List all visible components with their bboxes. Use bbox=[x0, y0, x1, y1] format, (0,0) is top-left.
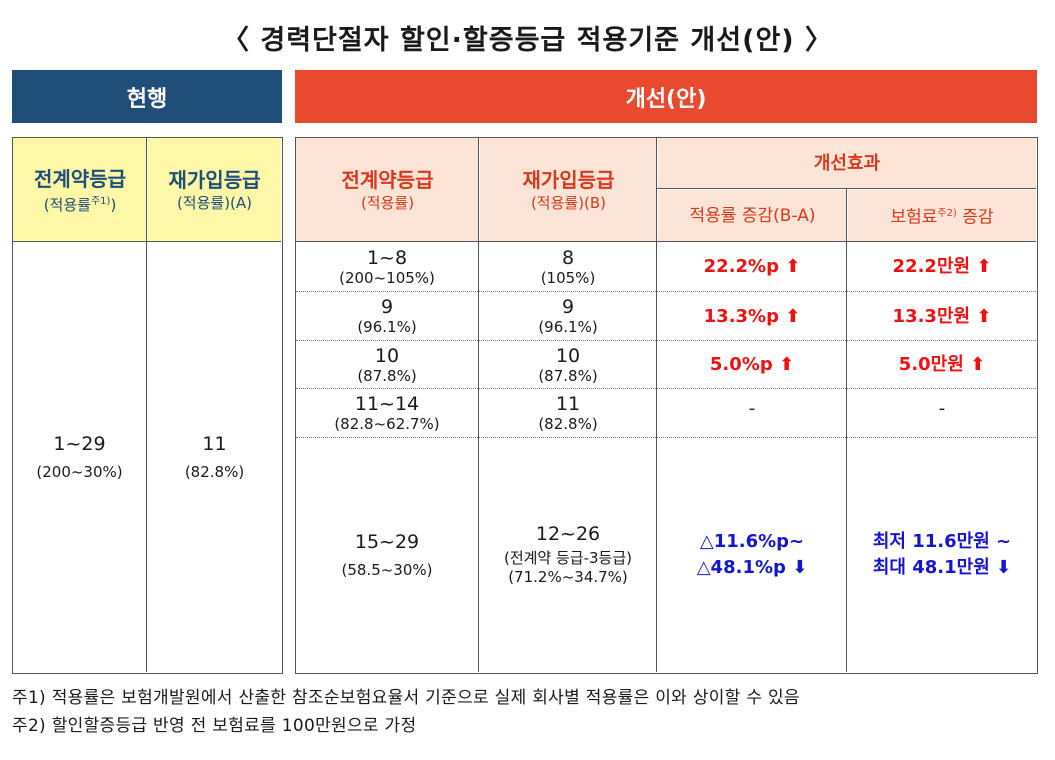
current-prev-grade-sub: (적용률주1)) bbox=[43, 195, 117, 214]
row1-new-grade: 8 (105%) bbox=[540, 246, 596, 287]
arrow-up-icon: ⬆ bbox=[976, 256, 992, 277]
row1-rate-change: 22.2%p ⬆ bbox=[703, 256, 801, 277]
current-prev-grade-title: 전계약등급 bbox=[34, 166, 126, 191]
row3-premium-change: 5.0만원 ⬆ bbox=[898, 354, 986, 375]
current-rejoin-grade-cell: 11 (82.8%) bbox=[148, 243, 281, 671]
current-rejoin-grade-title: 재가입등급 bbox=[168, 168, 261, 192]
current-prev-grade-cell: 1~29 (200~30%) bbox=[13, 243, 146, 671]
page-title: 〈 경력단절자 할인·할증등급 적용기준 개선(안) 〉 bbox=[221, 25, 834, 56]
current-table: 전계약등급 (적용률주1)) 재가입등급 (적용률)(A) 1~29 (200~… bbox=[12, 137, 283, 674]
row1-premium-change: 22.2만원 ⬆ bbox=[892, 256, 992, 277]
effect-title: 개선효과 bbox=[813, 152, 881, 174]
row2-prev-grade: 9 (96.1%) bbox=[357, 296, 417, 336]
improved-rejoin-grade-sub: (적용률)(B) bbox=[530, 194, 607, 212]
current-header: 현행 bbox=[12, 70, 282, 123]
row3-prev-grade: 10 (87.8%) bbox=[357, 344, 417, 385]
row1-prev-grade: 1~8 (200~105%) bbox=[339, 246, 435, 287]
arrow-up-icon: ⬆ bbox=[785, 305, 801, 327]
improved-table: 전계약등급 (적용률) 재가입등급 (적용률)(B) 개선효과 적용률 증감(B… bbox=[295, 137, 1038, 674]
row2-rate-change: 13.3%p ⬆ bbox=[703, 305, 801, 327]
row4-rate-change: - bbox=[748, 397, 756, 419]
arrow-down-icon: ⬇ bbox=[792, 557, 808, 578]
current-rejoin-grade-sub: (적용률)(A) bbox=[176, 194, 253, 212]
arrow-up-icon: ⬆ bbox=[976, 305, 992, 327]
improved-prev-grade-header: 전계약등급 (적용률) bbox=[296, 138, 479, 242]
footnote-1: 주1) 적용률은 보험개발원에서 산출한 참조순보험요율서 기준으로 실제 회사… bbox=[12, 688, 800, 708]
row3-rate-change: 5.0%p ⬆ bbox=[709, 354, 795, 375]
current-prev-grade-rate: (200~30%) bbox=[36, 462, 123, 481]
arrow-down-icon: ⬇ bbox=[996, 557, 1012, 578]
row3-new-grade: 10 (87.8%) bbox=[538, 344, 598, 385]
effect-rate-title: 적용률 증감(B-A) bbox=[689, 206, 816, 226]
row5-premium-change: 최저 11.6만원 ~ 최대 48.1만원 ⬇ bbox=[872, 531, 1012, 578]
row5-rate-change: △11.6%p~ △48.1%p ⬇ bbox=[696, 531, 808, 578]
row2-premium-change: 13.3만원 ⬆ bbox=[892, 305, 992, 327]
current-rejoin-grade-rate: (82.8%) bbox=[184, 462, 245, 481]
current-prev-grade-header: 전계약등급 (적용률주1)) bbox=[13, 138, 147, 242]
row4-prev-grade: 11~14 (82.8~62.7%) bbox=[334, 393, 440, 433]
effect-premium-title: 보험료주2) 증감 bbox=[890, 207, 994, 228]
current-prev-grade-value: 1~29 bbox=[53, 432, 106, 455]
arrow-up-icon: ⬆ bbox=[970, 354, 986, 375]
improved-prev-grade-title: 전계약등급 bbox=[341, 168, 434, 192]
row4-new-grade: 11 (82.8%) bbox=[538, 393, 598, 433]
arrow-up-icon: ⬆ bbox=[779, 354, 795, 375]
improved-rejoin-grade-title: 재가입등급 bbox=[522, 168, 615, 192]
row2-new-grade: 9 (96.1%) bbox=[538, 296, 598, 336]
improved-header: 개선(안) bbox=[295, 70, 1037, 123]
current-rejoin-grade-header: 재가입등급 (적용률)(A) bbox=[148, 138, 281, 242]
current-rejoin-grade-value: 11 bbox=[202, 432, 227, 455]
effect-rate-header: 적용률 증감(B-A) bbox=[658, 190, 847, 242]
row5-prev-grade: 15~29 (58.5~30%) bbox=[341, 530, 433, 579]
effect-premium-header: 보험료주2) 증감 bbox=[848, 190, 1036, 242]
footnote-2: 주2) 할인할증등급 반영 전 보험료를 100만원으로 가정 bbox=[12, 716, 417, 736]
row4-premium-change: - bbox=[938, 397, 946, 419]
row5-new-grade: 12~26 (전계약 등급-3등급) (71.2%~34.7%) bbox=[503, 523, 633, 586]
effect-header: 개선효과 bbox=[658, 138, 1036, 189]
improved-rejoin-grade-header: 재가입등급 (적용률)(B) bbox=[480, 138, 657, 242]
improved-prev-grade-sub: (적용률) bbox=[360, 194, 415, 212]
arrow-up-icon: ⬆ bbox=[785, 256, 801, 277]
